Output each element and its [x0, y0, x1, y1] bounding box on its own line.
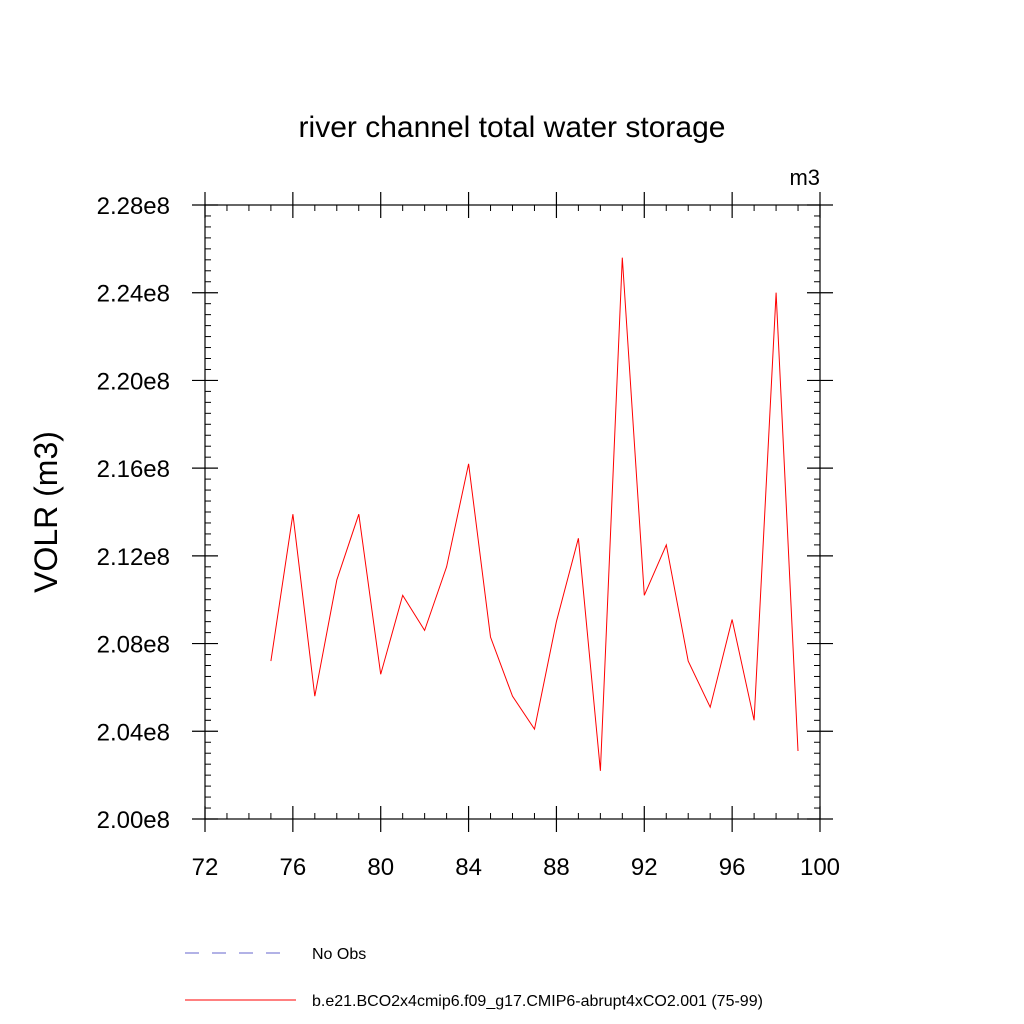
plot-frame	[204, 204, 821, 820]
series-line-1	[270, 257, 799, 771]
y-axis-label: VOLR (m3)	[28, 431, 64, 593]
y-tick-label: 2.00e8	[97, 807, 170, 834]
chart-title: river channel total water storage	[299, 111, 726, 144]
x-tick-label: 96	[719, 854, 746, 881]
legend: No Obs b.e21.BCO2x4cmip6.f09_g17.CMIP6-a…	[185, 946, 763, 1010]
series-lines	[270, 257, 799, 771]
y-tick-label: 2.28e8	[97, 193, 170, 220]
y-tick-label: 2.16e8	[97, 456, 170, 483]
y-tick-label: 2.20e8	[97, 368, 170, 395]
y-tick-label: 2.08e8	[97, 632, 170, 659]
y-tick-label: 2.04e8	[97, 719, 170, 746]
legend-label-no-obs: No Obs	[312, 946, 366, 963]
x-tick-label: 76	[280, 854, 307, 881]
units-label: m3	[789, 165, 820, 190]
x-tick-label: 92	[631, 854, 658, 881]
x-tick-label: 72	[192, 854, 219, 881]
x-tick-label: 100	[800, 854, 840, 881]
y-tick-label: 2.24e8	[97, 281, 170, 308]
y-tick-label: 2.12e8	[97, 544, 170, 571]
x-tick-label: 88	[543, 854, 570, 881]
axis-tick-labels: 72 76 80 84 88 92 96 100 2.00e8 2.04e8 2.08e8 2.12e…	[97, 193, 840, 881]
x-tick-label: 84	[455, 854, 482, 881]
axis-ticks	[192, 192, 833, 832]
legend-label-model-run: b.e21.BCO2x4cmip6.f09_g17.CMIP6-abrupt4x…	[312, 993, 763, 1010]
x-tick-label: 80	[367, 854, 394, 881]
